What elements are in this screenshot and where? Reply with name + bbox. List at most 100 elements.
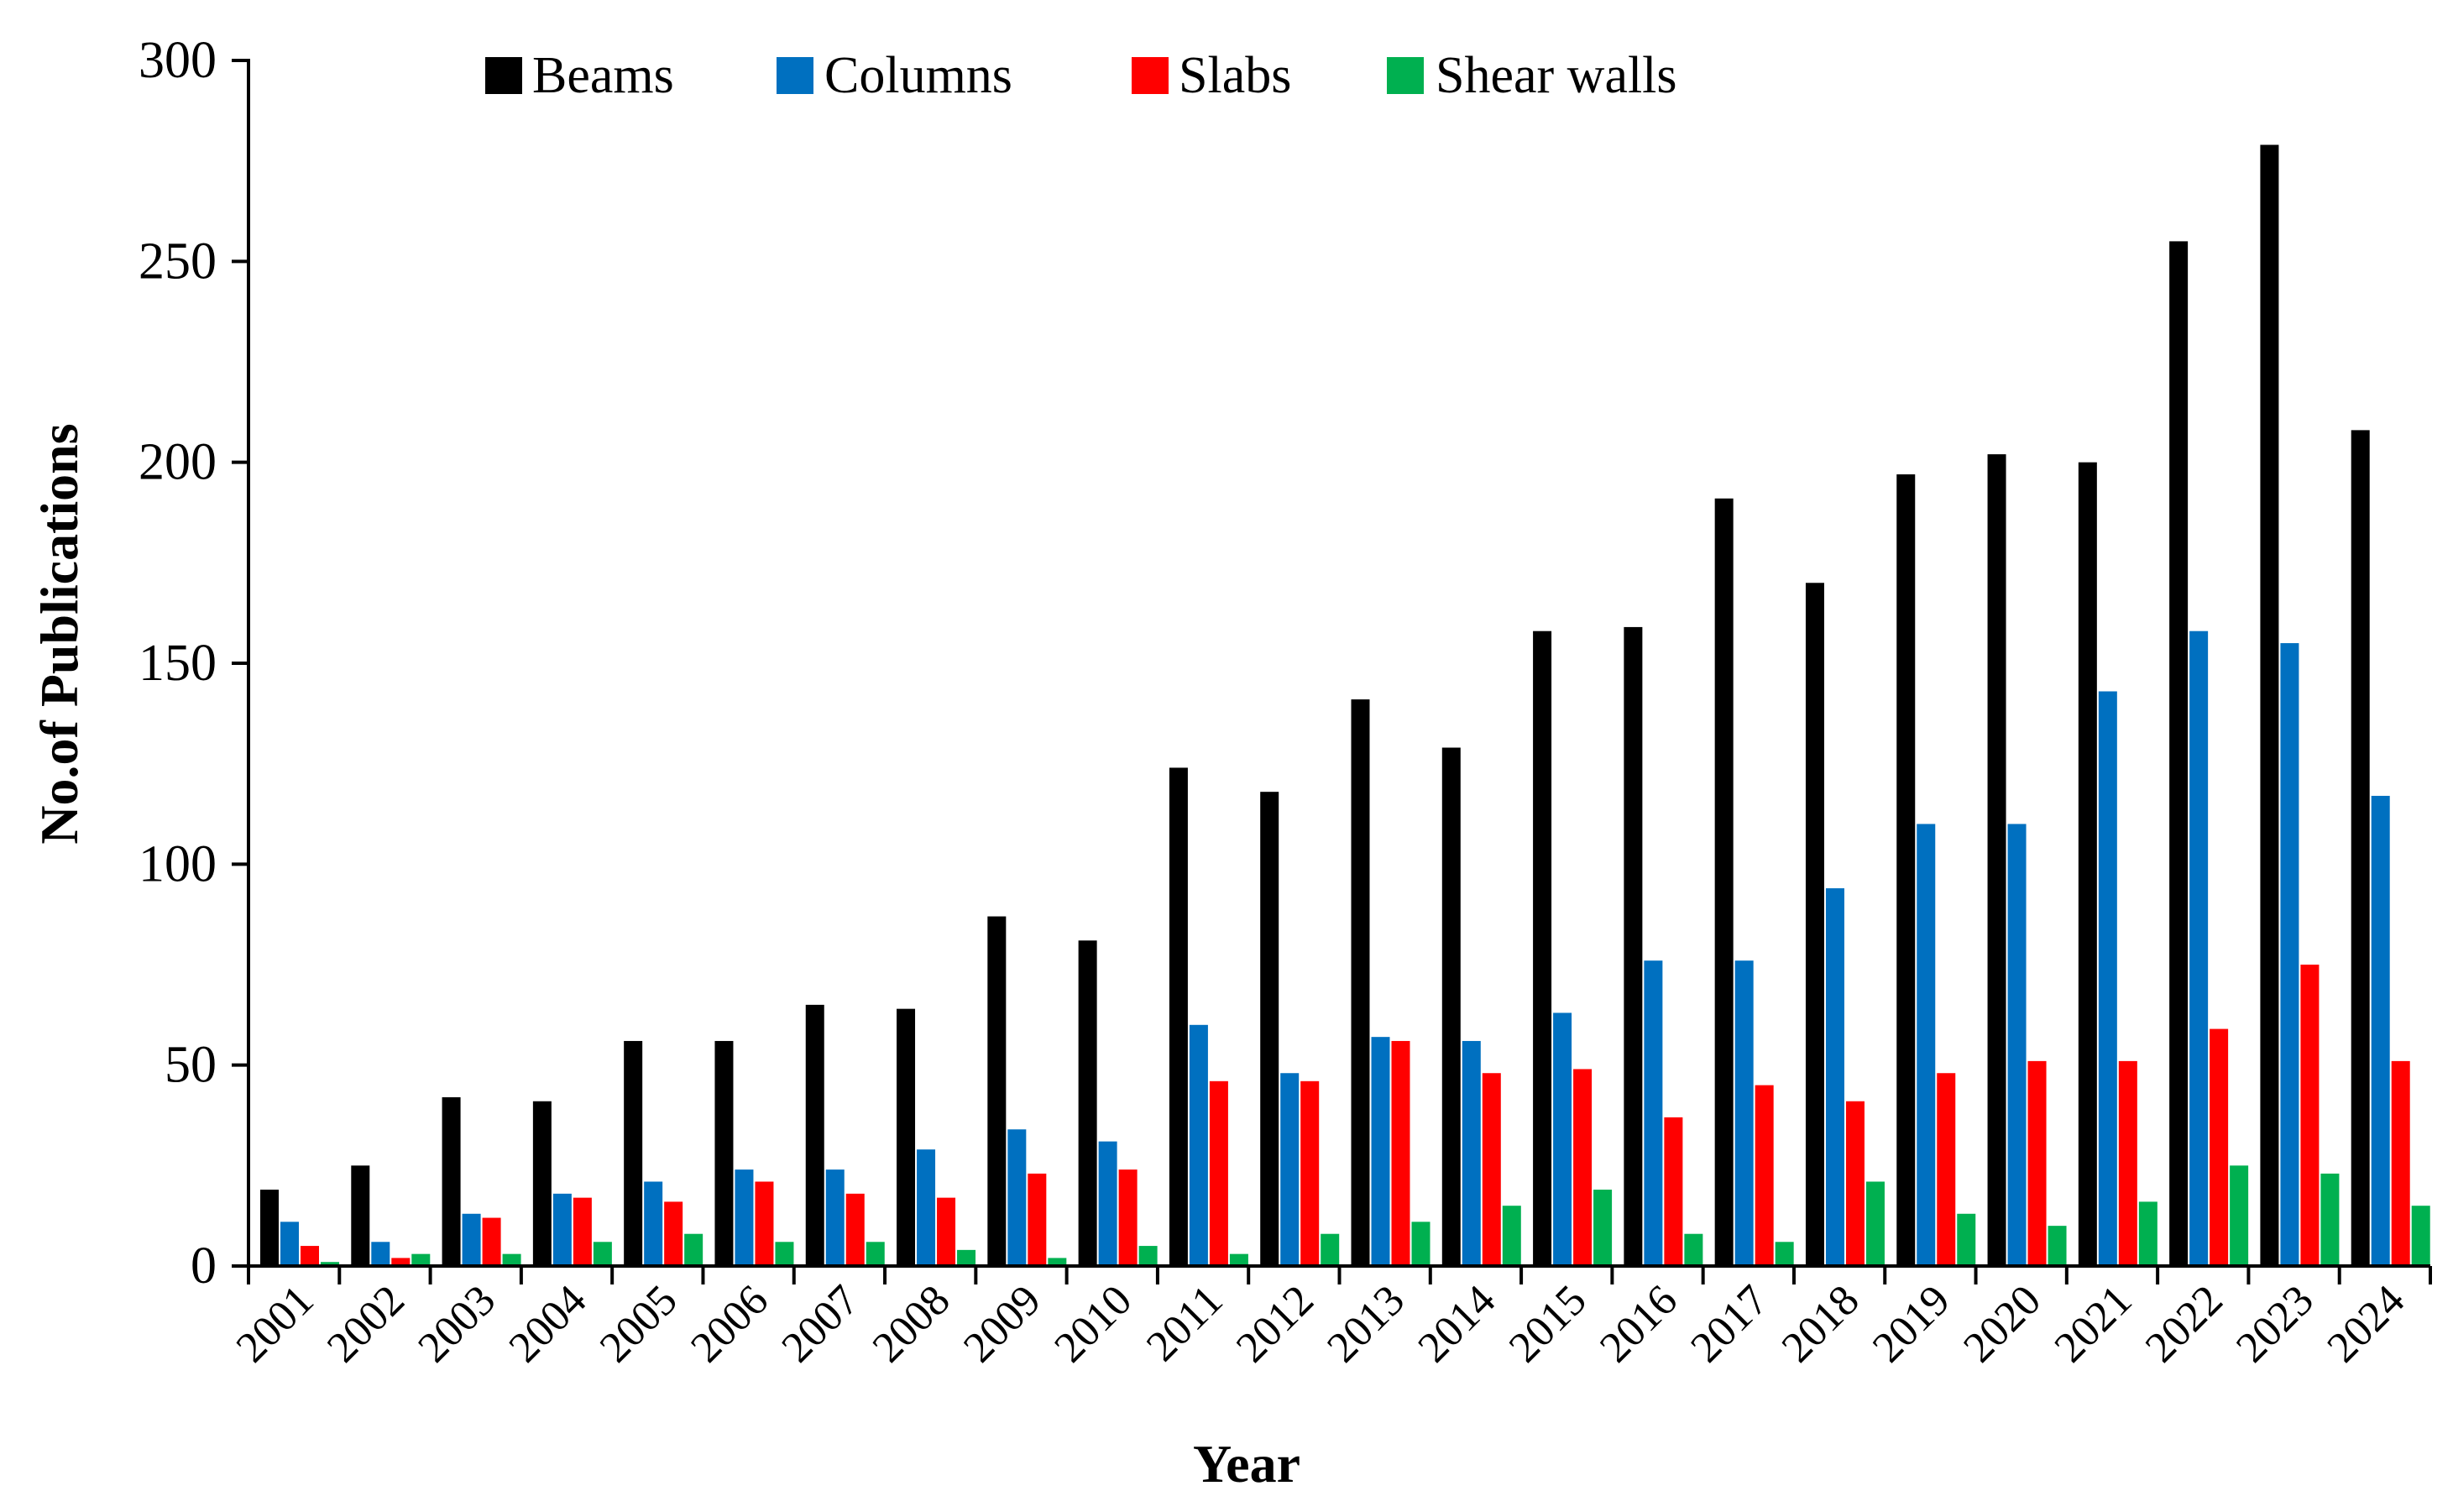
bar-beams-2013 [1351, 699, 1370, 1266]
bar-beams-2020 [1987, 454, 2006, 1266]
bar-slabs-2016 [1664, 1117, 1683, 1266]
bar-beams-2017 [1714, 498, 1734, 1266]
bar-shear-walls-2003 [502, 1253, 521, 1266]
x-tick-label-2010: 2010 [1045, 1276, 1141, 1372]
x-tick-label-2016: 2016 [1591, 1276, 1687, 1372]
bar-shear-walls-2019 [1957, 1213, 1976, 1266]
legend-label-slabs: Slabs [1179, 47, 1291, 104]
bar-columns-2002 [371, 1242, 390, 1266]
bar-columns-2016 [1644, 960, 1663, 1266]
bar-columns-2009 [1007, 1129, 1027, 1266]
bar-columns-2008 [917, 1149, 936, 1266]
bar-slabs-2012 [1300, 1080, 1320, 1266]
x-axis-title: Year [1193, 1434, 1300, 1494]
bar-shear-walls-2017 [1775, 1242, 1794, 1266]
bar-shear-walls-2016 [1684, 1233, 1703, 1266]
bar-beams-2002 [351, 1165, 370, 1266]
x-tick-label-2008: 2008 [864, 1276, 960, 1372]
bar-beams-2010 [1078, 940, 1097, 1266]
bar-shear-walls-2014 [1502, 1206, 1521, 1266]
bar-slabs-2010 [1118, 1169, 1138, 1266]
bar-shear-walls-2009 [1048, 1258, 1067, 1266]
x-tick-label-2003: 2003 [409, 1276, 505, 1372]
x-tick-label-2011: 2011 [1138, 1276, 1232, 1370]
bar-beams-2004 [532, 1101, 552, 1266]
bar-beams-2021 [2078, 462, 2097, 1266]
x-tick-label-2022: 2022 [2137, 1276, 2232, 1372]
bar-columns-2006 [735, 1169, 754, 1266]
x-tick-label-2002: 2002 [318, 1276, 414, 1372]
bar-columns-2015 [1553, 1012, 1572, 1266]
x-tick-label-2021: 2021 [2046, 1276, 2142, 1372]
x-tick-label-2019: 2019 [1864, 1276, 1959, 1372]
x-tick-label-2018: 2018 [1773, 1276, 1869, 1372]
x-tick-label-2007: 2007 [773, 1276, 869, 1372]
bar-columns-2001 [280, 1222, 299, 1266]
bar-shear-walls-2011 [1229, 1253, 1248, 1266]
bar-shear-walls-2024 [2411, 1206, 2430, 1266]
bar-slabs-2019 [1937, 1073, 1956, 1266]
bar-shear-walls-2020 [2048, 1226, 2067, 1266]
x-tick-label-2004: 2004 [500, 1276, 596, 1372]
bar-shear-walls-2023 [2320, 1173, 2340, 1266]
y-tick-label-300: 300 [139, 32, 217, 89]
bar-columns-2007 [825, 1169, 845, 1266]
x-tick-label-2005: 2005 [591, 1276, 687, 1372]
bar-columns-2018 [1825, 888, 1844, 1266]
y-tick-label-0: 0 [191, 1237, 217, 1295]
bar-shear-walls-2002 [411, 1253, 431, 1266]
bar-slabs-2006 [755, 1181, 774, 1266]
legend-label-shear-walls: Shear walls [1436, 47, 1677, 104]
bar-slabs-2013 [1391, 1040, 1410, 1266]
bar-slabs-2020 [2027, 1060, 2047, 1266]
bar-beams-2016 [1624, 626, 1643, 1266]
bar-beams-2008 [897, 1008, 916, 1266]
bar-beams-2019 [1896, 474, 1916, 1266]
x-tick-label-2014: 2014 [1410, 1276, 1505, 1372]
bar-columns-2019 [1917, 824, 1936, 1266]
bar-slabs-2023 [2300, 965, 2320, 1266]
bar-slabs-2003 [482, 1217, 501, 1266]
bar-shear-walls-2015 [1593, 1190, 1613, 1266]
bar-beams-2023 [2260, 144, 2279, 1266]
bar-columns-2017 [1734, 960, 1754, 1266]
bar-columns-2003 [462, 1213, 481, 1266]
y-tick-label-200: 200 [139, 434, 217, 491]
bar-shear-walls-2001 [321, 1262, 339, 1266]
bar-beams-2009 [987, 916, 1007, 1266]
legend-swatch-slabs [1132, 57, 1169, 94]
bar-beams-2001 [260, 1190, 279, 1266]
y-tick-label-100: 100 [139, 835, 217, 892]
bar-columns-2010 [1098, 1141, 1117, 1266]
legend-label-beams: Beams [532, 47, 674, 104]
bar-slabs-2007 [845, 1193, 865, 1266]
legend-swatch-shear-walls [1387, 57, 1424, 94]
x-tick-label-2006: 2006 [682, 1276, 777, 1372]
x-tick-label-2020: 2020 [1954, 1276, 2050, 1372]
bar-columns-2004 [552, 1193, 572, 1266]
bar-slabs-2011 [1209, 1080, 1228, 1266]
bar-beams-2011 [1169, 767, 1188, 1266]
bar-slabs-2014 [1482, 1073, 1501, 1266]
bar-shear-walls-2004 [593, 1242, 612, 1266]
bar-slabs-2015 [1573, 1069, 1593, 1266]
x-tick-label-2015: 2015 [1500, 1276, 1596, 1372]
bar-shear-walls-2010 [1138, 1246, 1158, 1266]
bar-slabs-2017 [1755, 1085, 1774, 1266]
bar-slabs-2001 [301, 1246, 319, 1266]
bar-shear-walls-2005 [684, 1233, 703, 1266]
bar-shear-walls-2012 [1321, 1233, 1340, 1266]
x-tick-label-2024: 2024 [2318, 1276, 2414, 1372]
y-axis-title: No.of Publications [29, 423, 89, 844]
bar-columns-2012 [1280, 1073, 1300, 1266]
bars-layer [260, 144, 2430, 1266]
bar-columns-2011 [1189, 1024, 1208, 1266]
bar-slabs-2005 [664, 1201, 683, 1266]
bar-slabs-2018 [1845, 1101, 1865, 1266]
y-tick-label-150: 150 [139, 635, 217, 692]
bar-columns-2013 [1371, 1037, 1390, 1266]
bar-columns-2014 [1462, 1040, 1481, 1266]
y-tick-label-250: 250 [139, 233, 217, 290]
